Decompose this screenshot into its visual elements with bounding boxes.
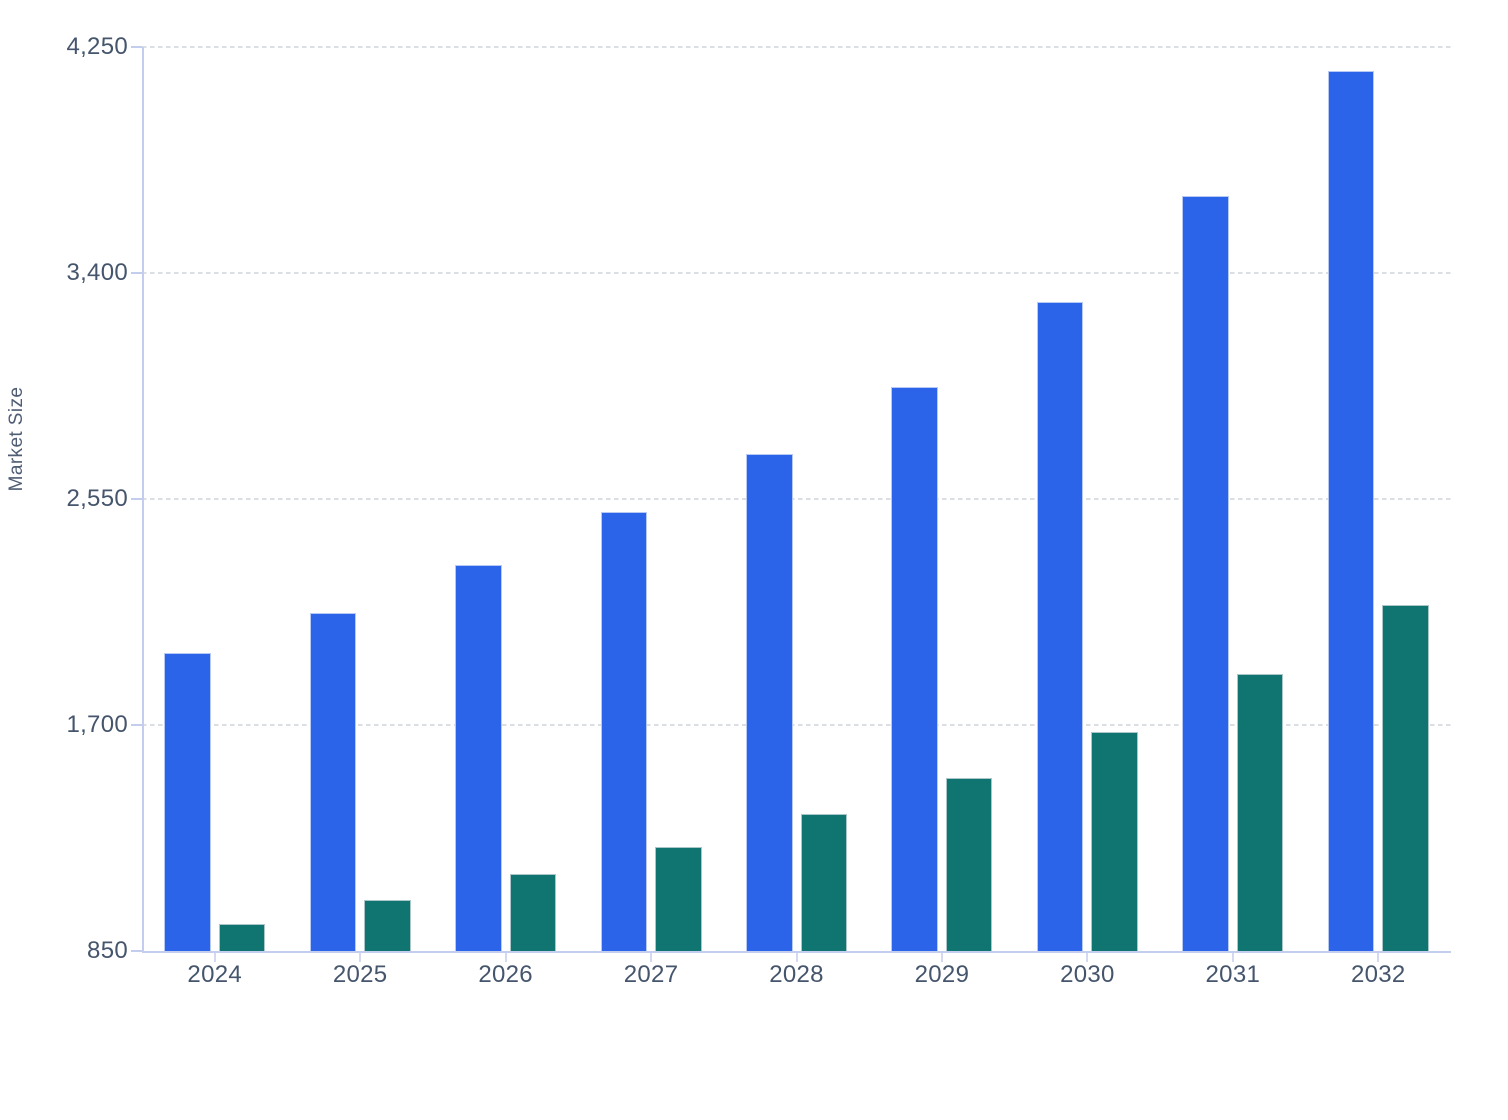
- x-axis-label: 2024: [187, 961, 243, 988]
- y-axis-tick: [131, 272, 142, 274]
- x-axis-tick: [359, 953, 362, 962]
- x-axis-tick: [650, 953, 653, 962]
- bar-2028-teal[interactable]: [800, 814, 847, 952]
- y-axis-tick-label: 3,400: [66, 259, 128, 286]
- bar-2031-teal[interactable]: [1236, 674, 1284, 952]
- y-axis-tick: [131, 498, 142, 500]
- y-axis-tick: [131, 724, 142, 726]
- gridline: [142, 272, 1451, 274]
- y-axis-tick-label: 850: [87, 937, 128, 964]
- x-axis-tick: [504, 953, 507, 962]
- x-axis-label: 2031: [1205, 961, 1261, 988]
- bar-2024-blue[interactable]: [164, 653, 211, 952]
- bar-2029-blue[interactable]: [891, 387, 938, 952]
- gridline: [142, 724, 1451, 726]
- x-axis-label: 2032: [1350, 961, 1406, 988]
- bar-2025-blue[interactable]: [309, 613, 357, 952]
- y-axis-tick: [131, 950, 142, 952]
- x-axis-tick: [1377, 953, 1380, 962]
- bar-2026-teal[interactable]: [509, 873, 557, 952]
- bar-2027-blue[interactable]: [600, 512, 648, 952]
- bar-2025-teal[interactable]: [364, 900, 411, 952]
- y-axis-tick: [131, 46, 142, 48]
- x-axis-label: 2026: [478, 961, 533, 988]
- gridline: [142, 46, 1451, 48]
- bar-2032-teal[interactable]: [1382, 605, 1429, 952]
- bar-2031-blue[interactable]: [1182, 195, 1229, 952]
- x-axis-label: 2029: [914, 961, 970, 988]
- x-axis-line: [142, 951, 1451, 953]
- x-axis-label: 2028: [769, 961, 824, 988]
- x-axis-tick: [940, 953, 943, 962]
- x-axis-label: 2030: [1060, 961, 1115, 988]
- gridline: [142, 498, 1451, 500]
- bar-2028-blue[interactable]: [746, 453, 793, 952]
- y-axis-tick-label: 2,550: [66, 485, 128, 512]
- y-axis-tick-label: 1,700: [66, 711, 128, 738]
- x-axis-label: 2027: [623, 961, 679, 988]
- x-axis-tick: [795, 953, 798, 962]
- x-axis-tick: [213, 953, 216, 962]
- x-axis-tick: [1231, 953, 1234, 962]
- bar-2024-teal[interactable]: [218, 924, 266, 952]
- bar-2027-teal[interactable]: [655, 847, 702, 952]
- x-axis-label: 2025: [332, 961, 388, 988]
- bar-2032-blue[interactable]: [1327, 70, 1375, 952]
- y-axis-tick-label: 4,250: [66, 33, 128, 60]
- bar-2030-teal[interactable]: [1091, 731, 1138, 952]
- x-axis-tick: [1086, 953, 1089, 962]
- bar-2030-blue[interactable]: [1036, 302, 1084, 952]
- bar-2029-teal[interactable]: [945, 778, 993, 952]
- y-axis-line: [142, 47, 144, 953]
- bar-2026-blue[interactable]: [455, 565, 502, 952]
